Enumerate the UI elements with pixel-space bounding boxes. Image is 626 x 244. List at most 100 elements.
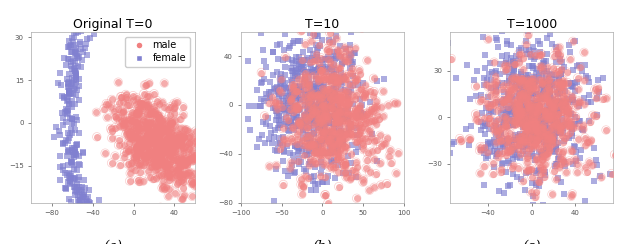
Point [264,90,274,93]
Point [311,58,321,62]
Point [285,94,295,98]
Point [304,146,314,150]
Point [63,57,73,61]
Point [306,136,316,140]
Point [583,76,593,80]
Point [317,86,327,90]
Point [319,97,329,101]
Point [531,121,541,125]
Point [294,122,304,126]
Point [92,220,102,224]
Point [131,153,141,157]
Point [324,94,334,98]
Point [342,119,352,123]
Point [294,159,304,163]
Point [171,151,181,155]
Point [142,158,152,162]
Point [507,73,517,77]
Point [542,110,552,114]
Point [351,93,361,97]
Point [525,89,535,92]
Point [133,107,143,111]
Point [554,71,564,75]
Point [525,122,535,126]
Point [69,148,80,152]
Point [312,104,322,108]
Point [311,119,321,123]
Point [552,90,562,94]
Point [522,94,532,98]
Point [322,95,332,99]
Point [141,128,151,132]
Point [154,141,164,145]
Point [166,130,176,134]
Point [295,39,305,43]
Point [505,131,515,135]
Point [318,122,328,126]
Point [287,91,297,95]
Point [320,104,330,108]
Point [264,164,274,168]
Point [541,142,552,146]
Point [553,125,563,129]
Point [508,163,518,167]
Point [550,71,560,75]
Point [391,171,401,175]
Point [326,96,336,100]
Point [336,80,346,84]
Point [177,175,187,179]
Point [537,127,547,131]
Point [133,178,143,182]
Point [149,148,159,152]
Point [514,116,524,120]
Point [548,132,558,136]
Point [519,109,529,113]
Point [329,63,339,67]
Point [346,132,356,136]
Point [78,203,88,207]
Point [547,124,557,128]
Point [551,113,561,117]
Point [314,42,324,46]
Point [340,162,350,165]
Point [351,115,361,119]
Point [545,72,555,76]
Point [355,113,365,117]
Point [513,102,523,106]
Point [60,186,70,190]
Point [135,161,145,165]
Point [360,91,370,95]
Point [109,109,119,113]
Point [351,113,361,117]
Point [153,161,163,165]
Point [298,136,308,140]
Point [328,147,338,151]
Point [543,150,553,153]
Point [299,81,309,85]
Point [560,96,570,100]
Point [133,107,143,111]
Point [327,141,337,145]
Point [334,134,344,138]
Point [555,127,565,131]
Point [523,128,533,132]
Point [71,73,81,77]
Point [163,132,173,136]
Point [130,155,140,159]
Point [483,37,493,41]
Point [501,118,511,122]
Point [312,151,322,155]
Point [558,159,568,163]
Point [307,92,317,96]
Point [197,156,207,160]
Point [324,139,334,142]
Point [492,108,502,112]
Point [510,85,520,89]
Point [553,69,563,73]
Point [339,149,349,153]
Point [318,92,328,96]
Point [83,224,93,227]
Point [305,31,315,35]
Point [515,99,525,103]
Point [535,113,545,117]
